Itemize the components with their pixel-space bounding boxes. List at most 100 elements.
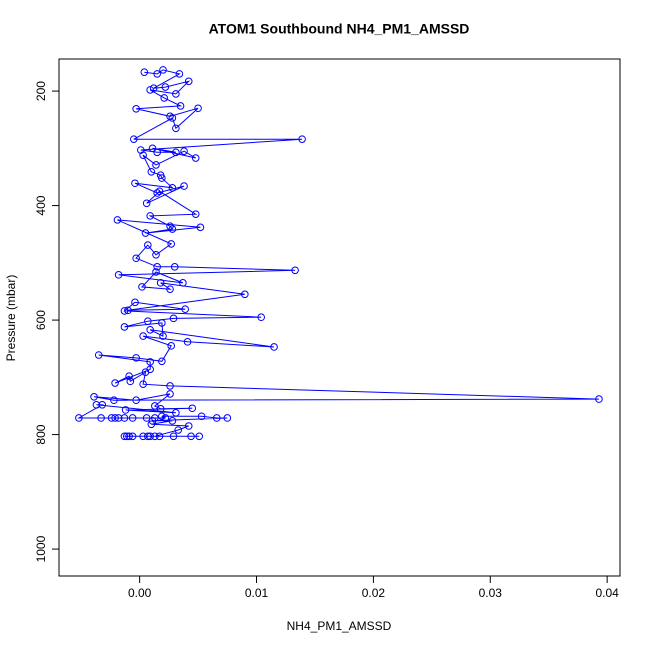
data-point (156, 405, 165, 413)
data-point (146, 358, 154, 366)
data-point (120, 432, 129, 441)
data-point (139, 380, 147, 389)
data-point (146, 326, 154, 334)
data-point (132, 105, 140, 113)
data-point (122, 432, 131, 441)
data-point (128, 432, 137, 441)
data-point (125, 432, 133, 441)
data-point (156, 279, 165, 287)
data-point (161, 414, 170, 422)
data-point (183, 338, 192, 346)
y-axis-label: Pressure (mbar) (4, 275, 18, 362)
data-point (153, 70, 161, 78)
data-point (166, 285, 174, 293)
data-point (166, 390, 174, 398)
data-point (166, 112, 174, 121)
data-point (195, 432, 204, 441)
data-point (161, 83, 170, 91)
data-point (167, 240, 175, 248)
data-point (92, 401, 101, 409)
data-point (158, 319, 166, 327)
data-point (142, 199, 151, 208)
data-point (132, 254, 140, 263)
data-point (291, 266, 299, 275)
data-point (188, 404, 197, 413)
data-point (98, 401, 107, 409)
data-point (212, 414, 221, 422)
data-point (180, 147, 188, 155)
y-tick-label: 800 (34, 424, 48, 444)
data-point (146, 86, 154, 94)
data-point (197, 412, 206, 421)
data-point (191, 210, 200, 218)
data-point (166, 382, 174, 390)
data-point (172, 148, 180, 157)
data-point (148, 144, 157, 153)
y-tick-label: 1000 (34, 535, 48, 562)
data-point (298, 135, 306, 143)
x-tick-label: 0.02 (362, 586, 386, 600)
plot-area (75, 66, 603, 441)
data-point (196, 223, 205, 232)
data-point (132, 396, 140, 405)
data-point (153, 148, 161, 157)
data-point (175, 70, 184, 78)
data-point (120, 414, 129, 422)
data-point (174, 426, 183, 434)
data-point (153, 263, 161, 271)
chart-title: ATOM1 Southbound NH4_PM1_AMSSD (209, 21, 470, 37)
data-point (110, 396, 118, 405)
data-point (152, 268, 160, 276)
data-point (181, 305, 190, 313)
data-point (144, 317, 152, 326)
data-point (111, 414, 119, 422)
data-point (176, 102, 185, 110)
data-point (128, 414, 137, 422)
data-point (179, 279, 187, 287)
data-point (142, 414, 151, 422)
data-point (141, 229, 150, 237)
data-point (159, 332, 167, 340)
data-point (152, 251, 160, 259)
data-point (168, 225, 177, 233)
data-point (138, 283, 146, 291)
y-tick-label: 600 (34, 310, 48, 330)
x-tick-label: 0.03 (479, 586, 503, 600)
data-point (160, 94, 168, 102)
data-point (223, 414, 232, 422)
data-point (147, 420, 156, 429)
data-point (172, 409, 180, 417)
data-point (114, 414, 123, 422)
data-point (111, 379, 119, 387)
data-point (167, 342, 175, 350)
data-point (139, 151, 147, 159)
data-point (168, 417, 177, 425)
data-point (184, 77, 193, 86)
y-tick-label: 200 (34, 81, 48, 101)
data-point (155, 432, 164, 441)
data-point (149, 84, 158, 92)
data-point (141, 368, 150, 376)
data-point (172, 124, 180, 133)
data-point (187, 432, 195, 441)
data-point (169, 314, 178, 323)
data-point (131, 179, 139, 188)
data-point (158, 412, 166, 421)
data-point (146, 432, 154, 441)
data-point (595, 395, 603, 403)
data-point (191, 154, 200, 162)
data-point (94, 351, 103, 359)
data-point (139, 332, 147, 340)
data-point (172, 90, 180, 98)
data-point (159, 66, 167, 74)
x-axis-label: NH4_PM1_AMSSD (287, 619, 392, 633)
data-point (148, 417, 157, 425)
data-point (132, 354, 140, 362)
data-point (168, 184, 177, 192)
data-point (125, 372, 133, 380)
data-point (257, 313, 265, 322)
data-point (144, 432, 152, 441)
data-line (77, 69, 600, 437)
